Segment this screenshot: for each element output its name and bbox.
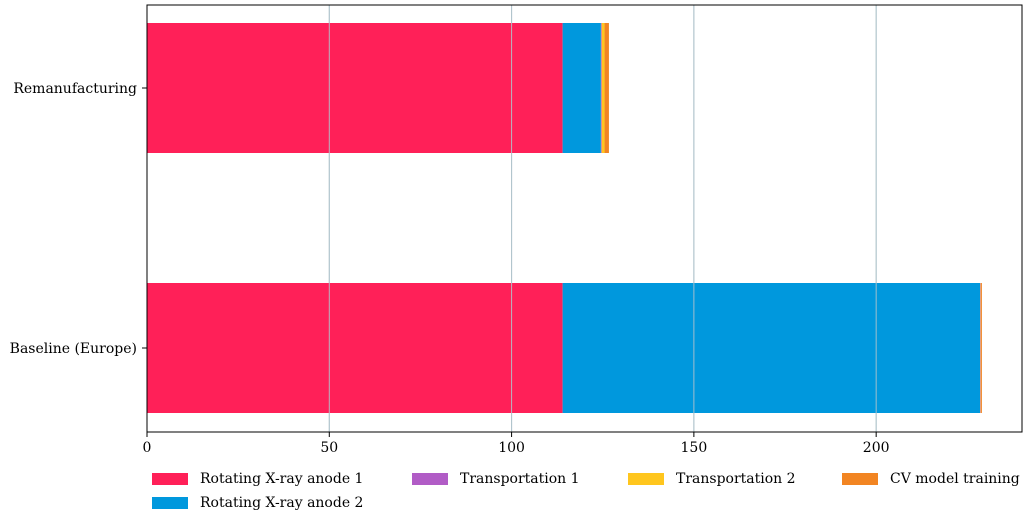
legend-swatch <box>152 497 188 509</box>
legend-swatch <box>842 473 878 485</box>
y-tick-label: Baseline (Europe) <box>10 341 137 357</box>
legend-item: Transportation 1 <box>412 470 580 488</box>
bar-segment <box>562 283 981 413</box>
chart-legend: Rotating X-ray anode 1 Transportation 1 Tr… <box>152 470 1022 514</box>
x-tick-label: 150 <box>681 440 708 456</box>
y-tick-label: Remanufacturing <box>13 81 137 97</box>
legend-label: CV model training <box>890 471 1020 487</box>
legend-item: Rotating X-ray anode 2 <box>152 494 363 512</box>
legend-label: Transportation 1 <box>460 471 580 487</box>
bar-segment <box>147 23 563 153</box>
legend-item: Transportation 2 <box>628 470 796 488</box>
bar-segment <box>147 283 563 413</box>
bar-segment <box>600 23 602 153</box>
x-tick-label: 0 <box>143 440 152 456</box>
bar-segment <box>980 283 982 413</box>
x-tick-label: 200 <box>863 440 890 456</box>
legend-item: CV model training <box>842 470 1020 488</box>
plot-frame-top <box>146 4 1023 433</box>
x-tick-label: 100 <box>498 440 525 456</box>
legend-swatch <box>412 473 448 485</box>
legend-swatch <box>628 473 664 485</box>
stacked-bar-chart: 0 50 100 150 200 Remanufacturing Baseline (Eur… <box>10 4 1023 456</box>
bar-segment <box>562 23 601 153</box>
legend-label: Rotating X-ray anode 2 <box>200 495 364 511</box>
legend-label: Rotating X-ray anode 1 <box>200 471 364 487</box>
x-tick-label: 50 <box>320 440 338 456</box>
legend-label: Transportation 2 <box>676 471 796 487</box>
bar-segment <box>604 23 609 153</box>
bar-segment <box>601 23 605 153</box>
legend-swatch <box>152 473 188 485</box>
legend-item: Rotating X-ray anode 1 <box>152 470 363 488</box>
